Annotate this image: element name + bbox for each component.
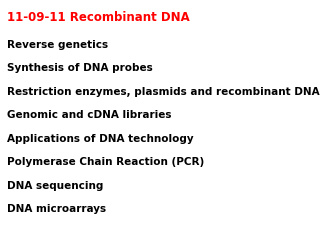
Text: DNA microarrays: DNA microarrays bbox=[7, 204, 106, 214]
Text: 11-09-11 Recombinant DNA: 11-09-11 Recombinant DNA bbox=[7, 11, 190, 24]
Text: Polymerase Chain Reaction (PCR): Polymerase Chain Reaction (PCR) bbox=[7, 157, 204, 167]
Text: Genomic and cDNA libraries: Genomic and cDNA libraries bbox=[7, 110, 172, 120]
Text: Synthesis of DNA probes: Synthesis of DNA probes bbox=[7, 63, 153, 73]
Text: Applications of DNA technology: Applications of DNA technology bbox=[7, 134, 194, 144]
Text: DNA sequencing: DNA sequencing bbox=[7, 181, 103, 191]
Text: Restriction enzymes, plasmids and recombinant DNA: Restriction enzymes, plasmids and recomb… bbox=[7, 87, 320, 97]
Text: Reverse genetics: Reverse genetics bbox=[7, 40, 108, 50]
